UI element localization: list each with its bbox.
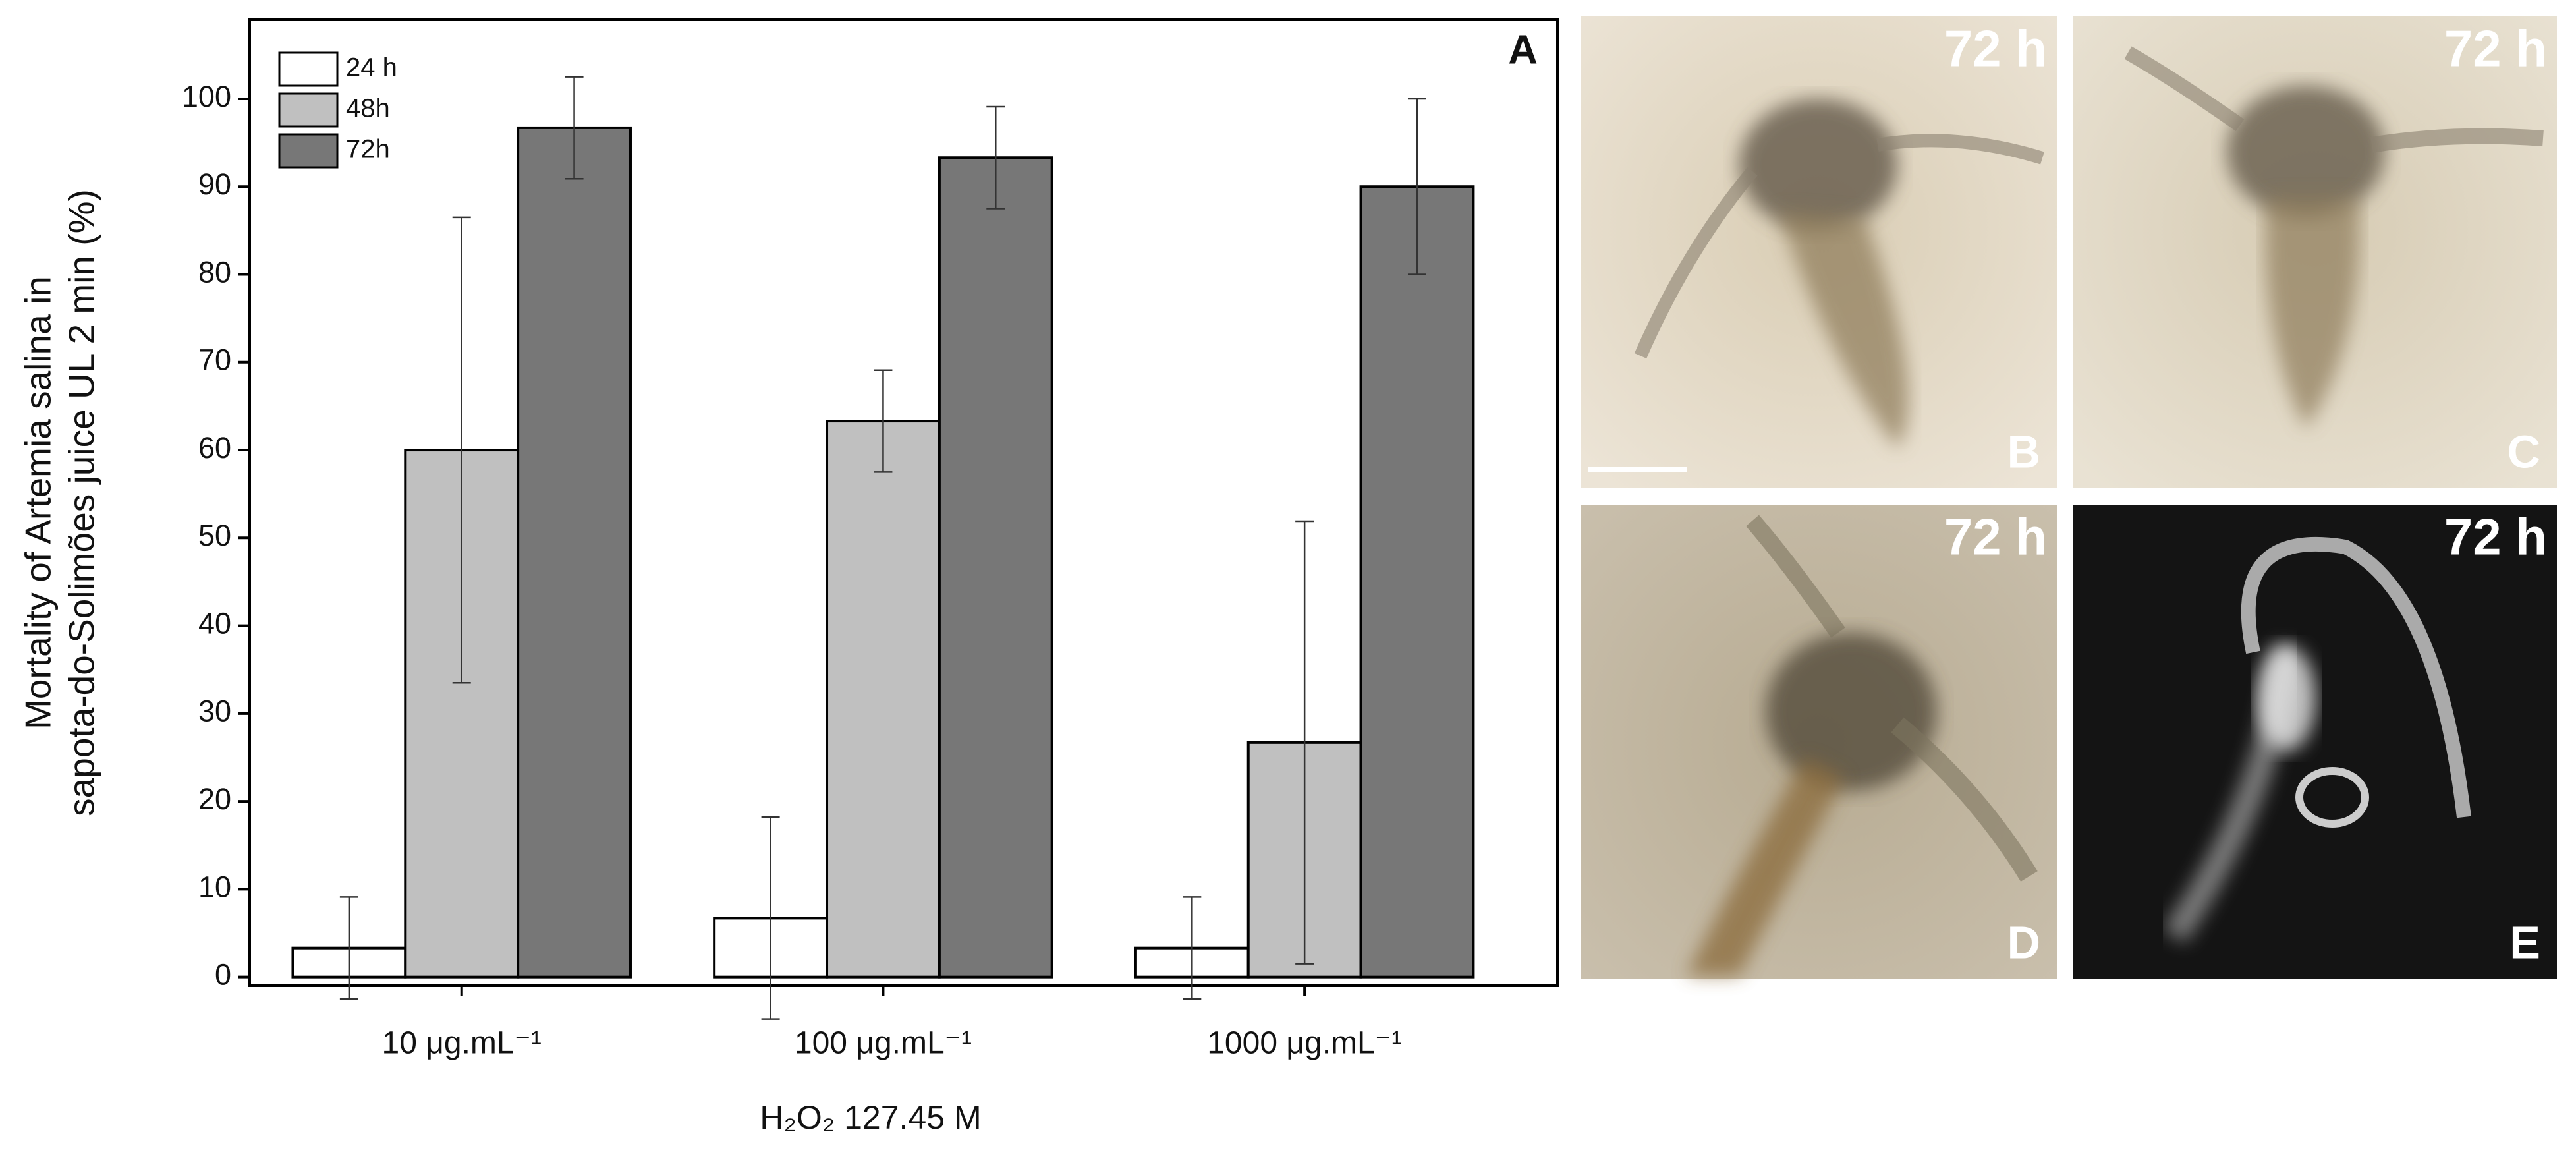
panel-label: A	[1508, 27, 1538, 72]
x-tick-label: 10 μg.mL⁻¹	[382, 1026, 542, 1061]
error-bar	[1183, 896, 1202, 1000]
panel-letter: D	[2007, 917, 2040, 968]
y-tick-label: 0	[215, 958, 231, 992]
plot-frame	[248, 18, 1559, 987]
error-bar	[986, 105, 1005, 210]
panel-letter: C	[2507, 426, 2540, 477]
y-tick-label: 100	[182, 80, 231, 113]
panel-time: 72 h	[2444, 508, 2547, 566]
legend-swatch	[278, 51, 339, 87]
legend-label: 48h	[346, 94, 390, 123]
bar	[517, 126, 632, 979]
panel-time: 72 h	[1944, 508, 2047, 566]
error-bar	[339, 896, 358, 1000]
legend-label: 24 h	[346, 53, 397, 82]
y-tick-label: 20	[198, 782, 231, 816]
y-axis-label: Mortality of Artemia salina in	[18, 276, 59, 729]
y-tick-label: 90	[198, 167, 231, 201]
x-tick-label: 100 μg.mL⁻¹	[795, 1026, 972, 1061]
y-tick-label: 70	[198, 343, 231, 377]
y-tick-label: 10	[198, 870, 231, 903]
error-bar	[1407, 98, 1426, 275]
y-tick-label: 60	[198, 431, 231, 465]
legend-swatch	[278, 92, 339, 128]
y-tick-label: 50	[198, 519, 231, 552]
error-bar	[1295, 520, 1314, 965]
y-tick-label: 80	[198, 255, 231, 289]
y-tick-label: 30	[198, 695, 231, 728]
y-tick-label: 40	[198, 606, 231, 640]
photo-b	[1581, 16, 2057, 488]
photo-e	[2073, 505, 2557, 979]
panel-letter: B	[2007, 426, 2040, 477]
panel-time: 72 h	[1944, 20, 2047, 78]
error-bar	[874, 369, 893, 473]
photo-c	[2073, 16, 2557, 488]
legend-label: 72h	[346, 135, 390, 164]
x-axis-label: H₂O₂ 127.45 M	[760, 1099, 981, 1136]
error-bar	[761, 816, 780, 1020]
panel-time: 72 h	[2444, 20, 2547, 78]
y-axis-label: sapota-do-Solimões juice UL 2 min (%)	[61, 189, 102, 816]
error-bar	[565, 76, 584, 180]
bar	[1359, 185, 1475, 979]
bar	[938, 156, 1053, 979]
bar	[826, 420, 941, 979]
panel-letter: E	[2509, 917, 2540, 968]
error-bar	[452, 216, 471, 684]
legend-swatch	[278, 133, 339, 169]
x-tick-label: 1000 μg.mL⁻¹	[1207, 1026, 1402, 1061]
photo-d	[1581, 505, 2057, 979]
